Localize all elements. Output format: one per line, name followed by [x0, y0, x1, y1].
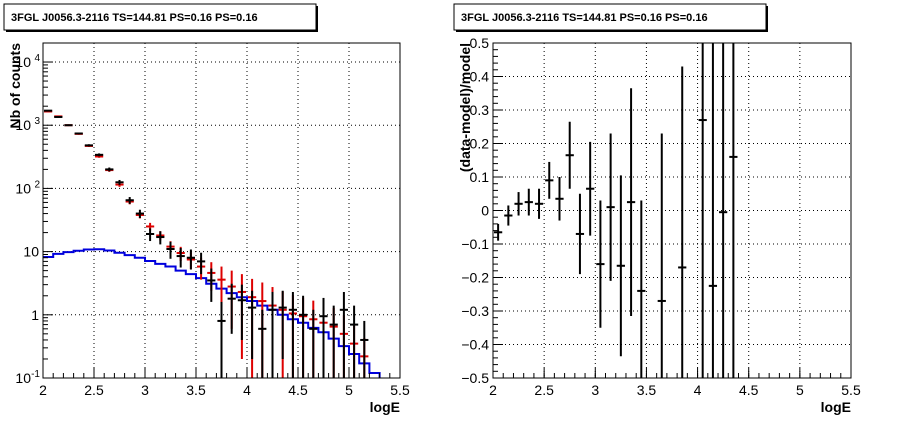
left-y-axis-title: Nb of counts — [7, 43, 23, 129]
left-y-tick-exponent: 2 — [34, 179, 40, 190]
right-y-tick-label: 0.1 — [470, 169, 490, 185]
right-y-tick-label: 0.2 — [470, 136, 490, 152]
left-x-tick-label: 4.5 — [288, 382, 308, 398]
right-marks — [494, 43, 738, 378]
left-y-tick-label: 10 — [23, 244, 39, 260]
left-x-axis-title: logE — [370, 399, 400, 415]
left-chart-title: 3FGL J0056.3-2116 TS=144.81 PS=0.16 PS=0… — [11, 12, 258, 24]
right-grid — [493, 43, 851, 378]
right-y-tick-label: −0.2 — [461, 270, 489, 286]
left-y-tick-exponent: -1 — [31, 369, 40, 380]
right-x-tick-label: 4.5 — [739, 382, 759, 398]
right-x-axis-title: logE — [821, 399, 851, 415]
left-y-tick-label: 10 — [15, 117, 31, 133]
left-x-tick-label: 3.5 — [186, 382, 206, 398]
left-y-tick-exponent: 4 — [34, 53, 40, 64]
right-y-tick-label: −0.5 — [461, 370, 489, 386]
left-y-tick-label: 10 — [15, 370, 31, 386]
left-x-tick-label: 2 — [39, 382, 47, 398]
right-y-tick-label: 0.4 — [470, 69, 490, 85]
right-y-tick-label: −0.4 — [461, 337, 489, 353]
left-title-box: 3FGL J0056.3-2116 TS=144.81 PS=0.16 PS=0… — [3, 3, 318, 32]
left-plot-frame — [42, 42, 401, 379]
right-x-tick-label: 3.5 — [637, 382, 657, 398]
left-y-tick-label: 1 — [31, 307, 39, 323]
left-x-tick-label: 2.5 — [84, 382, 104, 398]
right-y-tick-label: 0 — [481, 203, 489, 219]
left-x-tick-label: 3 — [141, 382, 149, 398]
right-y-tick-label: −0.1 — [461, 236, 489, 252]
left-x-tick-label: 5.5 — [390, 382, 410, 398]
right-title-box: 3FGL J0056.3-2116 TS=144.81 PS=0.16 PS=0… — [453, 3, 768, 32]
counts-panel: 3FGL J0056.3-2116 TS=144.81 PS=0.16 PS=0… — [3, 3, 410, 415]
right-y-axis-title: (data-model)/model — [457, 43, 473, 172]
left-x-tick-label: 4 — [243, 382, 251, 398]
right-x-tick-label: 5.5 — [841, 382, 861, 398]
right-y-tick-label: 0.3 — [470, 102, 490, 118]
left-marks — [43, 109, 381, 378]
right-x-tick-label: 2.5 — [534, 382, 554, 398]
right-x-tick-label: 2 — [489, 382, 497, 398]
right-chart-title: 3FGL J0056.3-2116 TS=144.81 PS=0.16 PS=0… — [461, 12, 708, 24]
left-x-tick-label: 5 — [345, 382, 353, 398]
model-source-step-line — [43, 248, 381, 378]
left-y-tick-label: 10 — [15, 54, 31, 70]
right-ticks: 2 2.5 3 3.5 4 4.5 5 5.5 −0.5 −0.4 −0.3 −0.2 −0.1 0 0.1… — [461, 35, 861, 398]
left-y-tick-label: 10 — [15, 180, 31, 196]
left-y-tick-exponent: 3 — [34, 116, 40, 127]
right-y-tick-label: −0.3 — [461, 303, 489, 319]
right-x-tick-label: 5 — [796, 382, 804, 398]
residual-panel: 3FGL J0056.3-2116 TS=144.81 PS=0.16 PS=0… — [453, 3, 861, 415]
right-x-tick-label: 3 — [591, 382, 599, 398]
right-y-tick-label: 0.5 — [470, 35, 490, 51]
right-x-tick-label: 4 — [694, 382, 702, 398]
